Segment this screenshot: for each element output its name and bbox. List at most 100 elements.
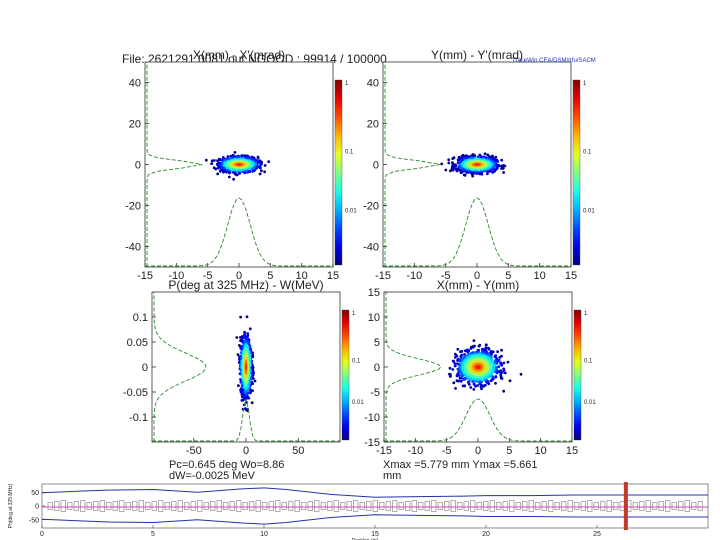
x-tick-label: 5 — [151, 531, 155, 538]
colorbar — [341, 309, 350, 441]
y-tick-label: 20 — [367, 119, 379, 131]
x-tick-label: 10 — [534, 270, 546, 282]
plot-footnote: Xmax =5.779 mm Ymax =5.661 — [383, 459, 538, 471]
beam-particle — [456, 357, 460, 361]
x-tick-label: -15 — [137, 270, 153, 282]
beam-particle — [239, 315, 243, 319]
lattice-element — [340, 502, 346, 510]
lattice-element — [288, 501, 294, 511]
beam-particle — [246, 334, 250, 337]
y-tick-label: -0.05 — [123, 387, 148, 399]
plot-footnote: dW=-0.0025 MeV — [169, 470, 255, 482]
beam-particle — [451, 168, 455, 172]
beam-particle — [472, 382, 476, 386]
beam-particle — [461, 153, 465, 157]
beam-contour — [236, 163, 242, 166]
beam-particle — [484, 156, 488, 160]
beam-particle — [478, 172, 482, 176]
lattice-element — [99, 500, 105, 512]
lattice-element — [359, 502, 365, 510]
beam-particle — [258, 172, 262, 176]
beam-particle — [216, 172, 220, 176]
beam-particle — [204, 158, 208, 162]
beam-particle — [457, 368, 461, 372]
beam-particle — [251, 351, 254, 355]
beam-particle — [495, 163, 499, 167]
lattice-element — [606, 500, 612, 512]
beam-particle — [226, 155, 230, 158]
x-tick-label: 10 — [296, 270, 308, 282]
beam-particle — [263, 164, 267, 167]
lattice-element — [470, 500, 476, 512]
beam-particle — [499, 361, 503, 365]
beam-particle — [482, 384, 486, 388]
beam-particle — [478, 343, 482, 347]
lattice-element — [587, 500, 593, 512]
beam-particle — [471, 351, 475, 354]
x-axis-label: Position (m) — [352, 538, 379, 540]
y-tick-label: 40 — [367, 78, 379, 90]
beam-particle — [239, 339, 243, 343]
x-tick-label: 0 — [474, 270, 480, 282]
beam-particle — [232, 177, 236, 181]
beam-particle — [460, 170, 463, 174]
beam-particle — [452, 381, 456, 385]
lattice-element — [151, 501, 157, 511]
lattice-element — [281, 502, 287, 510]
lattice-element — [574, 502, 580, 510]
beam-particle — [250, 155, 254, 159]
beam-contour — [474, 163, 480, 166]
beam-particle — [235, 336, 239, 339]
x-tick-label: -15 — [376, 445, 392, 457]
beam-particle — [238, 172, 242, 175]
beam-particle — [481, 347, 484, 351]
beam-particle — [240, 388, 244, 392]
lattice-element — [366, 501, 372, 511]
x-tick-label: -50 — [186, 445, 202, 457]
beam-particle — [472, 388, 476, 391]
beam-particle — [267, 160, 271, 164]
y-tick-label: -10 — [364, 412, 380, 424]
beam-particle — [455, 354, 458, 358]
beam-particle — [221, 166, 225, 170]
lattice-element — [431, 500, 437, 512]
colorbar-tick-label: 1 — [345, 81, 349, 87]
beam-particle — [457, 155, 461, 159]
lattice-element — [496, 502, 502, 510]
colorbar-tick-label: 0.1 — [345, 149, 354, 155]
lattice-element — [346, 501, 352, 511]
colorbar-tick-label: 0.01 — [352, 400, 364, 406]
lattice-element — [60, 500, 66, 512]
plot-title: X(mm) - Y(mm) — [436, 278, 520, 292]
beam-particle — [500, 348, 503, 352]
beam-particle — [216, 159, 219, 163]
beam-particle — [247, 169, 251, 173]
y-tick-label: -20 — [363, 201, 379, 213]
beam-particle — [461, 384, 465, 388]
beam-particle — [251, 373, 255, 377]
beam-particle — [217, 165, 221, 169]
y-tick-label: -20 — [125, 201, 141, 213]
beam-particle — [476, 384, 479, 387]
beam-particle — [458, 168, 461, 172]
lattice-element — [80, 500, 86, 512]
x-projection-profile — [384, 398, 572, 442]
lattice-element — [236, 500, 242, 512]
lattice-element — [561, 501, 567, 511]
beam-particle — [488, 169, 492, 173]
beam-particle — [462, 356, 466, 359]
x-tick-label: 15 — [566, 445, 578, 457]
beam-particle — [240, 395, 244, 399]
lattice-element — [658, 501, 664, 511]
beam-particle — [490, 159, 494, 163]
beam-particle — [243, 340, 247, 344]
beam-particle — [495, 371, 499, 375]
panel-pw: -50 0 50 0.1 0.05 0 -0.05 -0.1 1 0.1 0.01 — [123, 291, 364, 457]
beam-core — [223, 158, 255, 171]
y-tick-label: 0 — [373, 160, 379, 172]
beam-core — [241, 343, 251, 391]
beam-particle — [470, 171, 474, 175]
beam-particle — [486, 153, 490, 157]
y-tick-label: 5 — [374, 337, 380, 349]
beam-particle — [460, 158, 464, 162]
